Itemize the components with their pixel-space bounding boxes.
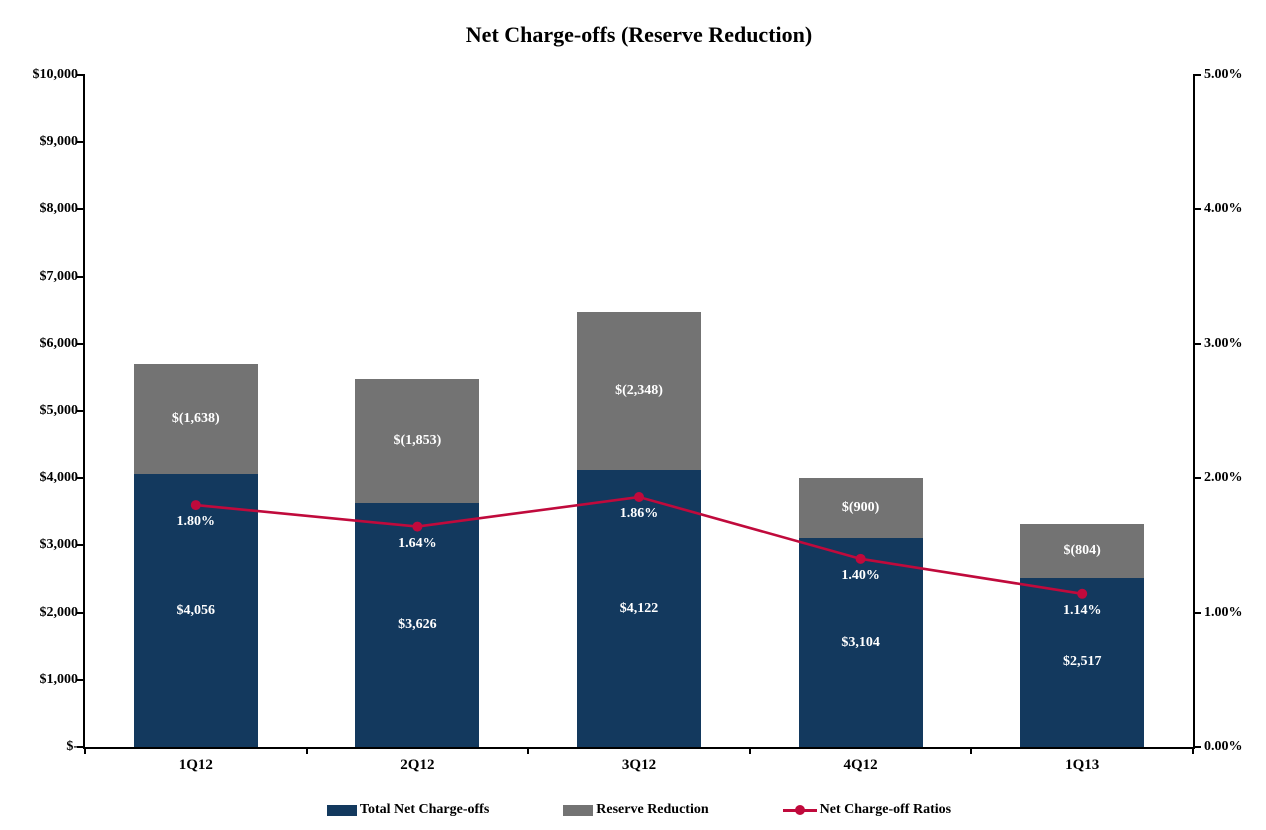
ratio-value-label: 1.64% <box>398 535 437 551</box>
right-axis-tick <box>1193 611 1201 614</box>
bottom-axis-tick <box>84 747 86 754</box>
left-axis-tick <box>77 342 85 345</box>
x-axis-category-label: 2Q12 <box>400 757 435 773</box>
legend-marker-icon <box>794 805 805 815</box>
bar-value-label-net-charge-offs: $2,517 <box>1062 654 1102 670</box>
left-axis-tick <box>77 544 85 547</box>
left-axis-tick <box>77 410 85 412</box>
plot-area: $10,000 $9,000 $8,000 $7,000 $6,000 $5,000 $4,… <box>33 67 1243 773</box>
x-axis-category-label: 1Q13 <box>1065 757 1100 773</box>
left-axis-tick <box>77 208 85 211</box>
legend-item-reserve-reduction: Reserve Reduction <box>563 802 709 818</box>
x-axis-category-label: 4Q12 <box>843 757 878 773</box>
legend-swatch-line-marker <box>782 804 817 816</box>
right-axis-tick <box>1193 208 1201 211</box>
bar-value-label-reserve-reduction: $(1,853) <box>393 433 442 449</box>
left-axis-tick <box>77 477 85 480</box>
bar-segment-reserve-reduction <box>798 477 923 539</box>
right-axis-tick-label: 5.00% <box>1204 67 1243 82</box>
right-axis-tick-label: 1.00% <box>1204 604 1243 620</box>
ratio-value-label: 1.80% <box>176 514 216 530</box>
ratio-marker <box>634 492 644 503</box>
right-axis-tick <box>1193 477 1201 480</box>
left-axis-tick <box>77 678 85 681</box>
left-axis-tick <box>77 141 85 144</box>
legend-swatch-bar-navy <box>326 804 357 816</box>
right-axis-line <box>1193 75 1195 749</box>
bottom-axis-tick <box>748 747 751 754</box>
x-axis-category-label: 1Q12 <box>178 757 213 773</box>
legend-swatch-bar-gray <box>563 804 594 816</box>
bottom-axis-tick <box>1192 747 1194 754</box>
ratio-marker <box>190 500 201 511</box>
right-axis-tick <box>1193 74 1201 76</box>
left-axis-tick-label: $9,000 <box>39 134 79 150</box>
left-axis-tick-label: $- <box>66 739 78 754</box>
legend-label: Total Net Charge-offs <box>359 802 490 817</box>
bar-segment-total-net-charge-offs <box>355 503 480 747</box>
right-axis-tick <box>1193 746 1201 748</box>
bar-value-label-net-charge-offs: $3,104 <box>841 634 880 650</box>
legend-label: Net Charge-off Ratios <box>819 802 952 817</box>
bottom-axis-tick <box>970 747 973 754</box>
left-axis-tick <box>77 275 85 278</box>
bar-segment-total-net-charge-offs <box>1020 577 1145 747</box>
legend-item-net-charge-off-ratios: Net Charge-off Ratios <box>782 802 952 818</box>
bottom-axis-line <box>83 747 1195 749</box>
left-axis-tick-label: $7,000 <box>39 268 79 284</box>
bar-value-label-reserve-reduction: $(804) <box>1063 542 1101 558</box>
left-axis-tick-label: $8,000 <box>39 201 79 217</box>
bar-value-label-reserve-reduction: $(1,638) <box>171 411 220 427</box>
left-axis-line <box>83 75 85 749</box>
legend-label: Reserve Reduction <box>596 802 709 817</box>
bar-segment-total-net-charge-offs <box>577 470 701 747</box>
bar-value-label-reserve-reduction: $(2,348) <box>615 383 663 399</box>
legend-item-total-net-charge-offs: Total Net Charge-offs <box>326 802 490 818</box>
left-axis-tick-label: $4,000 <box>39 470 79 486</box>
bar-value-label-net-charge-offs: $3,626 <box>398 617 437 633</box>
bar-value-label-net-charge-offs: $4,122 <box>619 600 659 616</box>
left-axis-tick-label: $3,000 <box>39 537 79 553</box>
bar-segment-reserve-reduction <box>1020 523 1145 578</box>
ratio-value-label: 1.14% <box>1062 602 1102 618</box>
left-axis-tick-label: $5,000 <box>39 403 79 418</box>
chart-title: Net Charge-offs (Reserve Reduction) <box>465 22 813 47</box>
left-axis-tick-label: $2,000 <box>39 604 79 620</box>
bar-segment-reserve-reduction <box>133 364 258 475</box>
ratio-marker <box>412 521 423 532</box>
ratio-marker <box>1077 588 1088 599</box>
bottom-axis-tick <box>527 747 530 754</box>
x-axis-category-label: 3Q12 <box>621 757 657 773</box>
bar-segment-total-net-charge-offs <box>798 538 923 747</box>
right-axis-tick-label: 0.00% <box>1204 739 1243 754</box>
right-axis-tick-label: 2.00% <box>1204 470 1243 486</box>
left-axis-tick-label: $1,000 <box>39 671 79 687</box>
chart-legend: Total Net Charge-offs Reserve Reduction … <box>85 797 1193 823</box>
ratio-marker <box>855 553 866 564</box>
left-axis-tick-label: $6,000 <box>39 335 79 351</box>
left-axis-tick <box>77 746 85 748</box>
left-axis-tick <box>77 611 85 614</box>
ratio-value-label: 1.40% <box>841 567 880 583</box>
left-axis-tick-label: $10,000 <box>32 67 79 82</box>
right-axis-tick-label: 3.00% <box>1204 335 1243 351</box>
bar-segment-reserve-reduction <box>577 312 701 470</box>
right-axis-tick-label: 4.00% <box>1204 201 1243 217</box>
left-axis-tick <box>77 74 85 76</box>
right-axis-tick <box>1193 342 1201 345</box>
ratio-value-label: 1.86% <box>619 506 659 522</box>
ratio-line-layer <box>190 492 1088 599</box>
bottom-axis-tick <box>305 747 308 754</box>
bar-value-label-net-charge-offs: $4,056 <box>176 602 216 618</box>
bar-segment-reserve-reduction <box>355 378 480 504</box>
bar-segment-total-net-charge-offs <box>133 474 258 747</box>
bar-value-label-reserve-reduction: $(900) <box>841 500 880 516</box>
